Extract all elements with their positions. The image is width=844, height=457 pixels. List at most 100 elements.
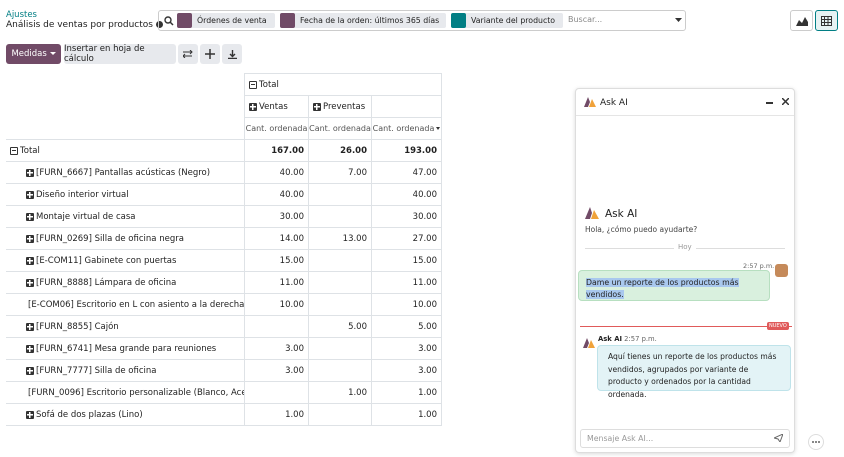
ai-header: Ask AI 2:57 p.m. (598, 335, 657, 343)
value-cell: 10.00 (371, 293, 442, 316)
facet-label: Variante del producto (471, 16, 556, 25)
row-header[interactable]: [E-COM11] Gabinete con puertas (6, 249, 245, 272)
cell-text: Ventas (259, 101, 288, 112)
value-cell (308, 359, 372, 382)
cell-text: 193.00 (404, 145, 437, 156)
facet-icon (451, 13, 466, 28)
col-header-group[interactable]: Preventas (308, 95, 372, 118)
col-header-empty (371, 95, 442, 118)
row-header[interactable]: Montaje virtual de casa (6, 205, 245, 228)
facet-icon (280, 13, 295, 28)
dropdown-toggle[interactable] (675, 18, 682, 23)
search-facet: Variante del producto (451, 13, 563, 28)
expand-icon (26, 190, 34, 199)
cell-text: 3.00 (285, 365, 304, 376)
value-cell: 1.00 (244, 403, 309, 426)
insert-button[interactable]: Insertar en hoja de cálculo (64, 44, 176, 64)
value-cell: 11.00 (244, 271, 309, 294)
cell-text: Cant. ordenada (245, 124, 308, 133)
measures-button[interactable]: Medidas (6, 44, 61, 64)
value-cell (308, 337, 372, 360)
row-header[interactable]: Sofá de dos plazas (Lino) (6, 403, 245, 426)
cell-text: [FURN_6741] Mesa grande para reuniones (36, 343, 217, 354)
new-line (580, 326, 792, 327)
cell-text: Sofá de dos plazas (Lino) (36, 409, 143, 420)
sort-icon[interactable] (436, 127, 441, 130)
cell-text: Total (259, 79, 279, 90)
flip-axis[interactable] (178, 44, 198, 64)
col-header-group[interactable]: Ventas (244, 95, 309, 118)
value-cell: 1.00 (308, 381, 372, 404)
row-header[interactable]: [FURN_7777] Silla de oficina (6, 359, 245, 382)
value-cell: 5.00 (371, 315, 442, 338)
chat-input[interactable]: Mensaje Ask AI... (580, 429, 790, 448)
value-cell (308, 293, 372, 316)
total-value: 193.00 (371, 139, 442, 162)
col-header-total[interactable]: Total (244, 73, 442, 96)
search-input[interactable]: Buscar... (568, 15, 603, 24)
cell-text: 30.00 (412, 211, 437, 222)
download[interactable] (222, 44, 242, 64)
value-cell: 3.00 (244, 337, 309, 360)
ai-logo-large (585, 207, 599, 219)
chat-title[interactable]: Ask AI (600, 98, 628, 108)
row-header[interactable]: [FURN_8888] Lámpara de oficina (6, 271, 245, 294)
new-badge: NUEVO (767, 322, 789, 330)
breadcrumb[interactable]: Ajustes (6, 10, 37, 20)
cell-text: 47.00 (412, 167, 437, 178)
value-cell (308, 249, 372, 272)
graph-view[interactable] (790, 10, 813, 31)
cell-text: [FURN_8855] Cajón (36, 321, 119, 332)
cell-text: 11.00 (412, 277, 437, 288)
expand-all[interactable] (200, 44, 220, 64)
settings-icon[interactable] (155, 21, 163, 28)
search-facet: Órdenes de venta (177, 13, 275, 28)
row-header[interactable]: [FURN_8855] Cajón (6, 315, 245, 338)
row-header[interactable]: [E-COM06] Escritorio en L con asiento a … (6, 293, 245, 316)
cell-text: Cant. ordenada (372, 124, 435, 133)
cell-text: 26.00 (340, 145, 367, 156)
chat-window: Ask AI Ask AI Hola, ¿cómo puedo ayudarte… (575, 88, 795, 453)
value-cell: 13.00 (308, 227, 372, 250)
more-button[interactable] (808, 434, 824, 450)
user-time: 2:57 p.m. (743, 262, 775, 270)
day-divider: Hoy (674, 243, 696, 251)
row-header[interactable]: [FURN_6667] Pantallas acústicas (Negro) (6, 161, 245, 184)
send-icon[interactable] (774, 434, 783, 442)
cell-text: 13.00 (342, 233, 367, 244)
value-cell: 7.00 (308, 161, 372, 184)
row-header[interactable]: [FURN_0269] Silla de oficina negra (6, 227, 245, 250)
value-cell: 15.00 (371, 249, 442, 272)
row-header[interactable]: [FURN_6741] Mesa grande para reuniones (6, 337, 245, 360)
value-cell: 1.00 (371, 381, 442, 404)
expand-icon (26, 366, 34, 375)
cell-text: 1.00 (285, 409, 304, 420)
cell-text: 3.00 (418, 365, 437, 376)
value-cell: 47.00 (371, 161, 442, 184)
facet-label: Órdenes de venta (197, 16, 267, 25)
value-cell (308, 271, 372, 294)
expand-icon (26, 234, 34, 243)
expand-icon (249, 102, 257, 111)
value-cell (308, 403, 372, 426)
row-header-total[interactable]: Total (6, 139, 245, 162)
expand-icon (26, 278, 34, 287)
row-header[interactable]: Diseño interior virtual (6, 183, 245, 206)
measure-header[interactable]: Cant. ordenada (244, 117, 309, 140)
measure-header[interactable]: Cant. ordenada (308, 117, 372, 140)
search-bar[interactable]: Órdenes de venta Fecha de la orden: últim… (158, 10, 686, 31)
row-header[interactable]: [FURN_0096] Escritorio personalizable (B… (6, 381, 245, 404)
close[interactable] (782, 98, 789, 105)
cell-text: 15.00 (412, 255, 437, 266)
ai-name: Ask AI (598, 335, 622, 343)
value-cell: 3.00 (371, 337, 442, 360)
measure-header[interactable]: Cant. ordenada (371, 117, 442, 140)
minimize[interactable] (766, 102, 773, 104)
user-avatar (775, 264, 788, 277)
expand-icon (26, 256, 34, 265)
search-facet: Fecha de la orden: últimos 365 días (280, 13, 446, 28)
pivot-view[interactable] (815, 10, 838, 31)
cell-text: [E-COM11] Gabinete con puertas (36, 255, 177, 266)
value-cell: 14.00 (244, 227, 309, 250)
